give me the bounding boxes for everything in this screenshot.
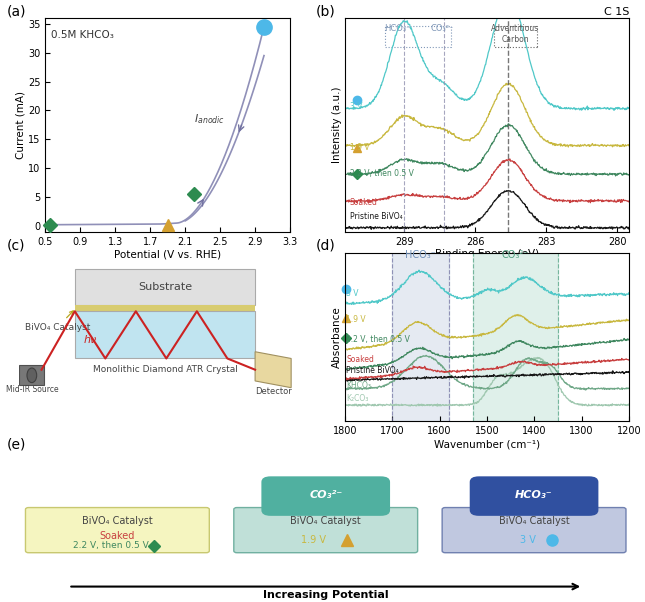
Text: BiVO₄ Catalyst: BiVO₄ Catalyst [290, 516, 361, 526]
Y-axis label: Absorbance: Absorbance [332, 306, 342, 368]
Text: HCO₃⁻: HCO₃⁻ [515, 490, 553, 500]
FancyBboxPatch shape [442, 507, 626, 553]
Text: KHCO₃: KHCO₃ [346, 381, 372, 390]
Text: 3 V: 3 V [520, 536, 536, 545]
Y-axis label: Current (mA): Current (mA) [15, 91, 25, 159]
Text: 1.9 V: 1.9 V [301, 536, 326, 545]
Text: (c): (c) [6, 239, 25, 253]
Text: Adventitious
Carbon: Adventitious Carbon [491, 24, 539, 43]
Text: Pristine BiVO₄: Pristine BiVO₄ [350, 213, 402, 222]
Text: Substrate: Substrate [138, 282, 192, 291]
Text: 3 V: 3 V [350, 102, 362, 111]
Text: CO₃²⁻: CO₃²⁻ [502, 250, 529, 259]
Text: (d): (d) [316, 239, 336, 253]
Text: HCO₃⁻: HCO₃⁻ [405, 250, 436, 259]
Text: Monolithic Diamond ATR Crystal: Monolithic Diamond ATR Crystal [92, 365, 237, 374]
Text: 1.9 V: 1.9 V [346, 315, 366, 324]
Text: (a): (a) [6, 4, 26, 18]
Text: 2.2 V, then 0.5 V: 2.2 V, then 0.5 V [74, 541, 149, 550]
Text: 1.9 V: 1.9 V [350, 143, 370, 152]
FancyBboxPatch shape [234, 507, 418, 553]
Ellipse shape [27, 368, 37, 383]
Text: 2.2 V, then 0.5 V: 2.2 V, then 0.5 V [350, 169, 413, 178]
Text: I$_{\mathregular{anodic}}$: I$_{\mathregular{anodic}}$ [194, 112, 225, 126]
Bar [75, 311, 255, 358]
Bar [392, 253, 449, 421]
Text: Soaked: Soaked [346, 355, 374, 364]
Text: Detector: Detector [255, 388, 292, 397]
Text: HCO₃⁻: HCO₃⁻ [384, 24, 410, 33]
Text: Mid-IR Source: Mid-IR Source [6, 385, 58, 394]
X-axis label: Wavenumber (cm⁻¹): Wavenumber (cm⁻¹) [434, 439, 540, 449]
Text: Soaked: Soaked [100, 532, 135, 541]
X-axis label: Potential (V vs. RHE): Potential (V vs. RHE) [114, 249, 221, 259]
Text: K₂CO₃: K₂CO₃ [346, 394, 369, 403]
Text: BiVO₄ Catalyst: BiVO₄ Catalyst [82, 516, 153, 526]
Text: BiVO₄ Catalyst: BiVO₄ Catalyst [25, 311, 90, 332]
Text: CO₃²⁻: CO₃²⁻ [430, 24, 453, 33]
Text: C 1S: C 1S [604, 7, 629, 17]
FancyBboxPatch shape [26, 507, 209, 553]
Text: (e): (e) [6, 438, 26, 452]
Text: BiVO₄ Catalyst: BiVO₄ Catalyst [499, 516, 570, 526]
Bar [385, 26, 452, 47]
Text: hν: hν [83, 335, 96, 345]
Bar [473, 253, 558, 421]
Text: Increasing Potential: Increasing Potential [263, 590, 388, 600]
Text: CO₃²⁻: CO₃²⁻ [309, 490, 342, 500]
FancyBboxPatch shape [261, 476, 390, 516]
Polygon shape [255, 352, 291, 388]
Bar [19, 365, 45, 385]
Bar [75, 305, 255, 311]
Text: Pristine BiVO₄: Pristine BiVO₄ [346, 366, 399, 375]
Text: (b): (b) [316, 4, 336, 18]
Y-axis label: Intensity (a.u.): Intensity (a.u.) [332, 87, 342, 163]
Text: Soaked: Soaked [350, 198, 378, 207]
X-axis label: Binding Energy (eV): Binding Energy (eV) [435, 249, 539, 259]
Bar [494, 26, 537, 47]
FancyBboxPatch shape [470, 476, 599, 516]
Bar [75, 268, 255, 305]
Text: 2.2 V, then 0.5 V: 2.2 V, then 0.5 V [346, 335, 410, 344]
Text: 3 V: 3 V [346, 289, 359, 298]
Text: 0.5M KHCO₃: 0.5M KHCO₃ [52, 30, 114, 40]
